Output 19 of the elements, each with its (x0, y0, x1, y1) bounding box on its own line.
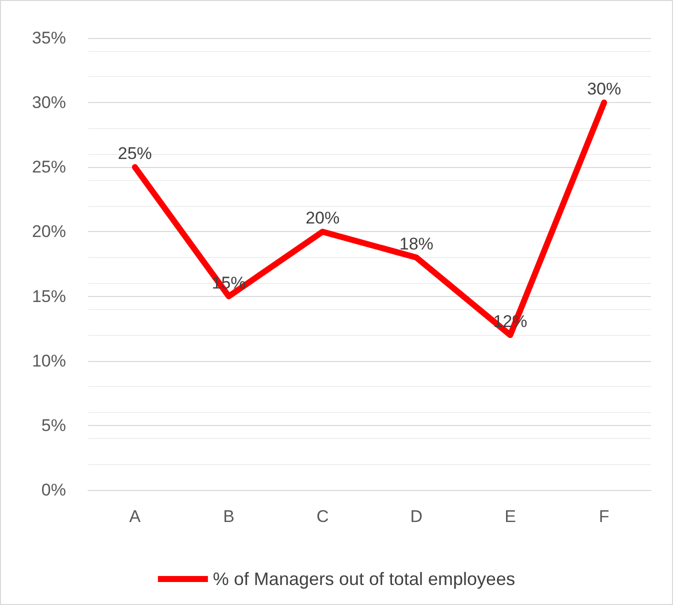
y-tick-label: 0% (41, 480, 66, 500)
data-label: 25% (118, 144, 152, 164)
y-tick-label: 5% (41, 416, 66, 435)
x-tick-label: D (410, 507, 423, 526)
y-tick-label: 15% (32, 286, 66, 306)
y-tick-label: 30% (32, 93, 66, 112)
y-tick-label: 10% (32, 351, 66, 370)
x-tick-label: F (598, 507, 610, 526)
x-tick-label: E (504, 507, 516, 526)
x-tick-label: B (223, 507, 234, 526)
y-tick-label: 25% (32, 158, 66, 177)
data-label: 30% (587, 80, 622, 99)
y-tick-label: 20% (32, 222, 66, 242)
legend-label: % of Managers out of total employees (212, 569, 516, 589)
data-label: 18% (399, 234, 434, 254)
data-label: 20% (306, 208, 340, 228)
x-tick-label: A (129, 507, 142, 526)
x-tick-label: C (316, 507, 329, 526)
y-tick-label: 35% (32, 28, 66, 48)
